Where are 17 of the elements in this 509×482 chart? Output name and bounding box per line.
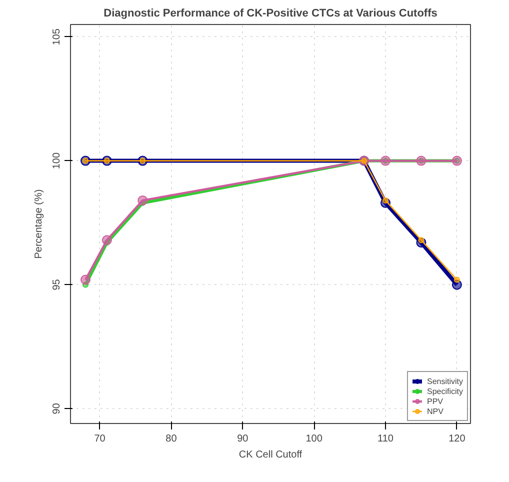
y-tick-label: 95 (52, 278, 62, 290)
x-tick-label: 120 (448, 434, 466, 444)
y-axis-title: Percentage (%) (34, 189, 44, 259)
x-tick-label: 70 (94, 434, 106, 444)
y-tick-label: 105 (52, 28, 62, 46)
x-tick-label: 80 (166, 434, 178, 444)
legend-label: PPV (426, 396, 444, 406)
y-tick-label: 100 (52, 152, 62, 170)
legend-label: Specificity (426, 386, 463, 396)
x-tick-label: 90 (237, 434, 249, 444)
x-tick-label: 100 (306, 434, 323, 444)
x-tick-label: 110 (378, 434, 394, 444)
chart-title: Diagnostic Performance of CK-Positive CTCs at Various Cutoffs (104, 8, 438, 20)
x-axis-title: CK Cell Cutoff (238, 450, 302, 460)
legend-label: Sensitivity (426, 376, 463, 386)
legend-label: NPV (426, 406, 444, 416)
y-tick-label: 90 (52, 402, 62, 414)
